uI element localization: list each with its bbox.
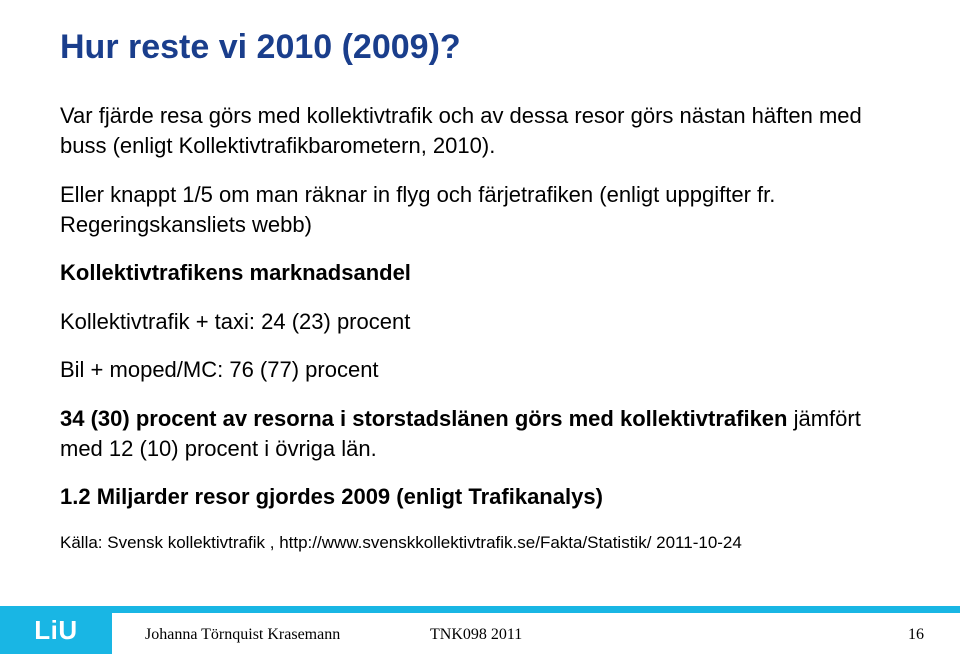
- stat-storstad-bold: 34 (30) procent av resorna i storstadslä…: [60, 406, 794, 431]
- footer-accent-strip: [0, 606, 960, 613]
- footer-page-number: 16: [908, 626, 924, 644]
- stat-bil-moped: Bil + moped/MC: 76 (77) procent: [60, 355, 900, 385]
- footer: LiU Johanna Törnquist Krasemann TNK098 2…: [0, 606, 960, 654]
- stat-miljarder-resor: 1.2 Miljarder resor gjordes 2009 (enligt…: [60, 482, 900, 512]
- paragraph-intro-1: Var fjärde resa görs med kollektivtrafik…: [60, 101, 900, 162]
- slide-body: Var fjärde resa görs med kollektivtrafik…: [60, 101, 900, 554]
- slide: Hur reste vi 2010 (2009)? Var fjärde res…: [0, 0, 960, 654]
- stat-storstad: 34 (30) procent av resorna i storstadslä…: [60, 404, 900, 465]
- slide-title: Hur reste vi 2010 (2009)?: [60, 28, 900, 67]
- source-citation: Källa: Svensk kollektivtrafik , http://w…: [60, 531, 900, 554]
- stat-kollektivtrafik-taxi: Kollektivtrafik + taxi: 24 (23) procent: [60, 307, 900, 337]
- subheading-marknadsandel: Kollektivtrafikens marknadsandel: [60, 258, 900, 288]
- liu-logo-text: LiU: [34, 615, 77, 646]
- paragraph-intro-2: Eller knappt 1/5 om man räknar in flyg o…: [60, 180, 900, 241]
- logo-block: LiU: [0, 606, 112, 654]
- footer-author: Johanna Törnquist Krasemann: [145, 626, 340, 644]
- footer-course: TNK098 2011: [430, 626, 522, 644]
